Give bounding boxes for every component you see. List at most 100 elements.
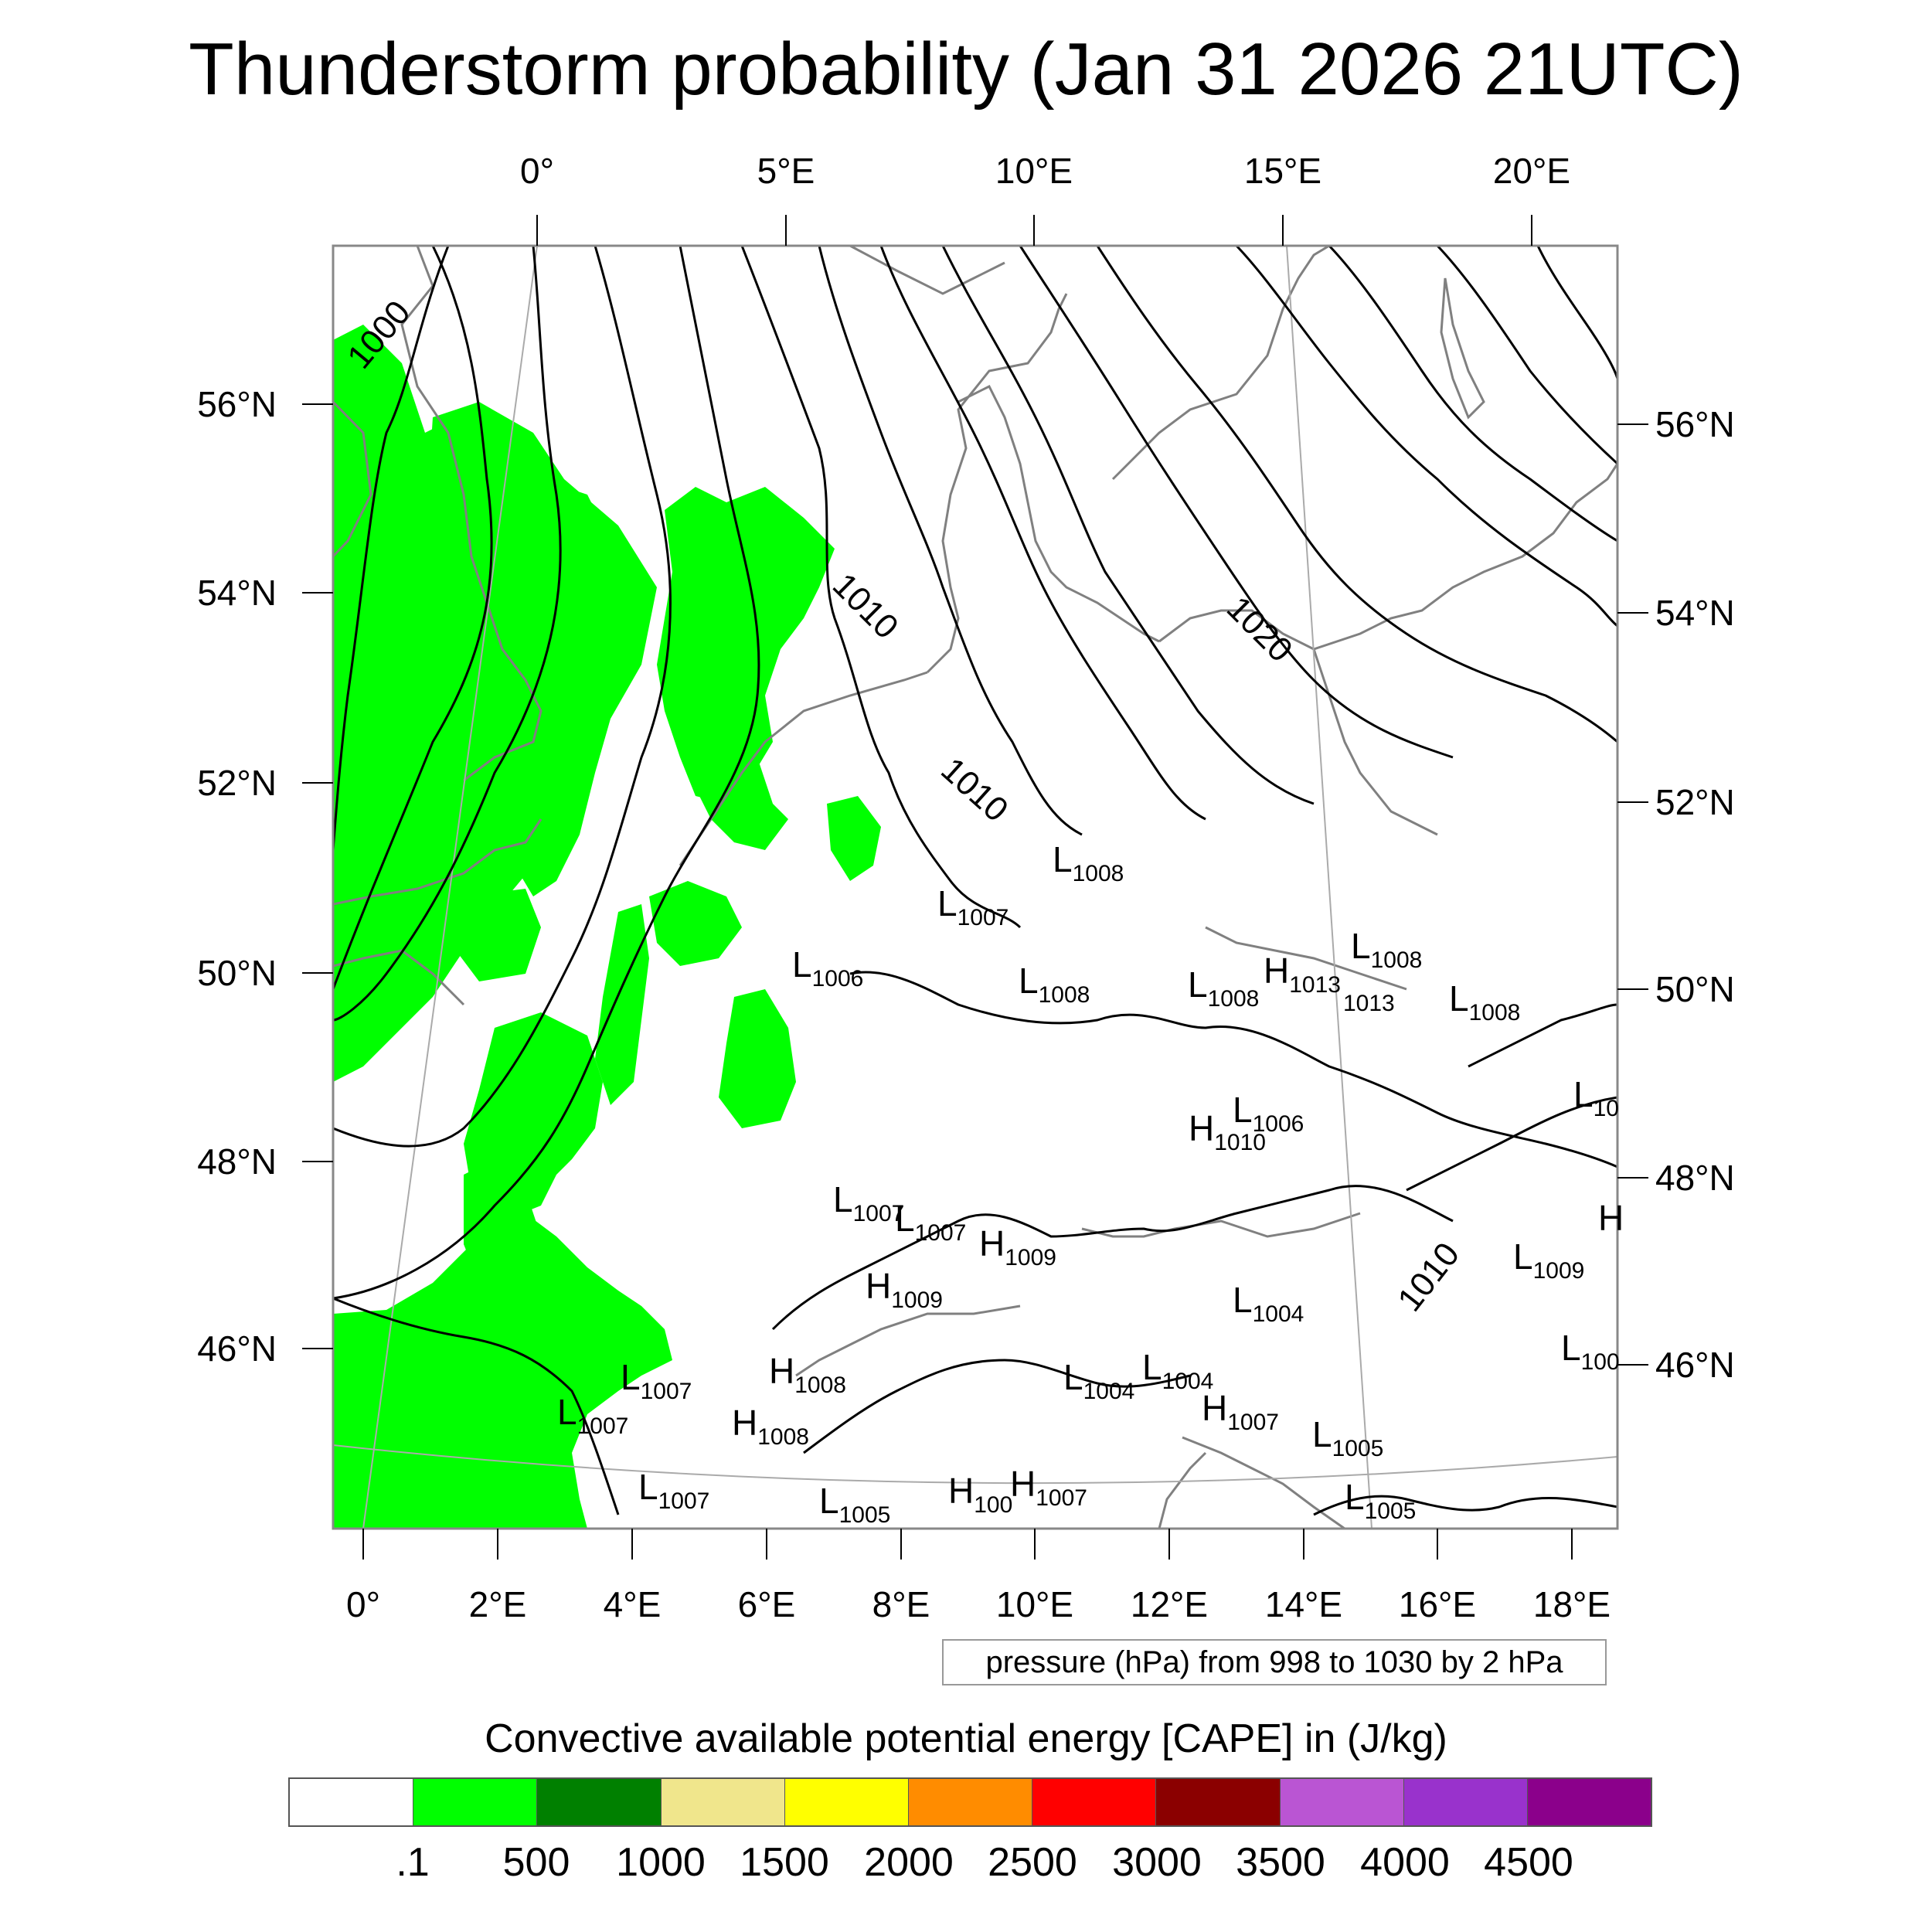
- pressure-value-label: 1013: [1343, 991, 1395, 1016]
- lat-label-left: 46°N: [197, 1328, 277, 1369]
- cape-area-southwest-france: [333, 1213, 672, 1529]
- colorbar: [288, 1777, 1652, 1827]
- high-pressure-center: H: [1598, 1198, 1624, 1238]
- lon-label-bottom: 8°E: [872, 1584, 930, 1624]
- isobar-alps-a: [771, 1185, 1454, 1331]
- cape-area-north-france: [456, 889, 541, 981]
- isobar-west-bottom: [333, 1297, 620, 1515]
- isobar-1018: [1019, 246, 1454, 759]
- isobar-1024: [1328, 246, 1617, 543]
- lon-label-bottom: 16°E: [1399, 1584, 1476, 1624]
- isobar-1026: [1436, 246, 1617, 465]
- colorbar-title: Convective available potential energy [C…: [485, 1716, 1447, 1761]
- high-pressure-center: H1007: [1010, 1464, 1087, 1511]
- colorbar-swatch: [413, 1779, 538, 1825]
- coast-germany-north: [926, 293, 1068, 674]
- border-poland: [1312, 648, 1438, 836]
- border-czech: [1205, 926, 1407, 991]
- high-pressure-center: H100: [948, 1471, 1012, 1518]
- cape-shading: [333, 325, 881, 1529]
- coast-adriatic: [1182, 1436, 1345, 1529]
- lon-label-bottom: 10°E: [996, 1584, 1073, 1624]
- low-pressure-center: L1004: [1063, 1357, 1134, 1404]
- lon-label-top: 0°: [520, 151, 554, 191]
- low-pressure-center: L1007: [833, 1179, 904, 1226]
- map-frame: [332, 244, 1619, 1530]
- isobar-1016: [941, 246, 1315, 805]
- coast-scandinavia-north: [849, 246, 1005, 295]
- low-pressure-center: L1007: [638, 1467, 709, 1514]
- lon-label-bottom: 14°E: [1265, 1584, 1342, 1624]
- isobar-east-loop: [1468, 1003, 1617, 1068]
- lon-label-bottom: 12°E: [1131, 1584, 1208, 1624]
- lon-label-top: 15°E: [1244, 151, 1321, 191]
- lat-label-right: 46°N: [1655, 1345, 1735, 1385]
- lon-label-bottom: 18°E: [1533, 1584, 1611, 1624]
- coast-italy-north: [1158, 1451, 1207, 1529]
- lon-label-top: 20°E: [1493, 151, 1570, 191]
- lat-label-right: 52°N: [1655, 782, 1735, 822]
- low-pressure-center: L10: [1573, 1074, 1619, 1121]
- cape-area-lorraine: [595, 904, 649, 1105]
- coast-netherlands: [679, 671, 928, 866]
- lat-label-left: 50°N: [197, 953, 277, 993]
- colorbar-swatch: [290, 1779, 414, 1825]
- low-pressure-center: L1005: [1345, 1477, 1416, 1524]
- coast-gotland: [1440, 277, 1485, 420]
- lat-label-left: 56°N: [197, 384, 277, 424]
- high-pressure-center: H1010: [1189, 1108, 1266, 1155]
- lon-label-bottom: 4°E: [604, 1584, 662, 1624]
- cape-area-france-east: [719, 989, 796, 1128]
- cape-area-lowcountries: [827, 796, 881, 881]
- isobar-label: 1020: [1219, 589, 1300, 669]
- high-pressure-center: H1008: [732, 1403, 809, 1450]
- low-pressure-center: L1008: [1019, 961, 1090, 1008]
- isobars: [333, 246, 1617, 1516]
- lat-label-right: 54°N: [1655, 593, 1735, 633]
- coast-britain-east: [400, 246, 543, 782]
- low-pressure-center: L1004: [1142, 1347, 1213, 1394]
- low-pressure-center: L100: [1561, 1328, 1620, 1375]
- low-pressure-center: L1009: [1513, 1236, 1584, 1284]
- colorbar-swatch: [908, 1779, 1033, 1825]
- graticule: [333, 246, 1617, 1529]
- isobar-1006: [333, 246, 672, 1148]
- coast-baltic-south: [1158, 463, 1617, 651]
- isobar-label: 1010: [825, 566, 906, 646]
- low-pressure-center: L1004: [1233, 1280, 1304, 1327]
- contour-info-box: pressure (hPa) from 998 to 1030 by 2 hPa: [942, 1639, 1607, 1685]
- isobar-label: 1010: [934, 750, 1015, 829]
- lon-label-bottom: 2°E: [469, 1584, 527, 1624]
- lat-label-right: 48°N: [1655, 1158, 1735, 1198]
- isobar-low-central: [849, 971, 1617, 1168]
- high-pressure-center: H1009: [866, 1266, 943, 1313]
- axis-ticks: [302, 215, 1648, 1560]
- lon-label-bottom: 0°: [346, 1584, 380, 1624]
- colorbar-swatch: [1527, 1779, 1651, 1825]
- coastlines: [333, 246, 1617, 1529]
- high-pressure-center: H1008: [769, 1351, 846, 1398]
- colorbar-swatch: [1280, 1779, 1404, 1825]
- cape-area-pyrenees: [464, 1159, 541, 1283]
- low-pressure-center: L1008: [1053, 839, 1124, 886]
- low-pressure-center: L1007: [937, 883, 1009, 930]
- high-pressure-center: H1013: [1264, 951, 1341, 998]
- lat-label-left: 52°N: [197, 763, 277, 803]
- high-pressure-center: H1007: [1202, 1388, 1279, 1435]
- low-pressure-center: L1006: [1233, 1090, 1304, 1137]
- colorbar-labels: .1 500 1000 1500 2000 2500 3000 3500 400…: [0, 1835, 1932, 1889]
- colorbar-label: 4000: [1360, 1840, 1450, 1885]
- colorbar-swatch: [1032, 1779, 1157, 1825]
- lat-label-right: 50°N: [1655, 969, 1735, 1009]
- colorbar-label: .1: [396, 1840, 430, 1885]
- isobar-1014: [879, 246, 1206, 821]
- map-title: Thunderstorm probability (Jan 31 2026 21…: [189, 28, 1743, 111]
- coast-sweden: [1111, 246, 1330, 481]
- colorbar-swatch: [537, 1779, 662, 1825]
- low-pressure-center: L1008: [1188, 964, 1259, 1012]
- isobar-1020: [1096, 246, 1617, 743]
- low-pressure-center: L1007: [621, 1357, 692, 1404]
- isobar-1004: [333, 246, 562, 1022]
- low-pressure-center: L1005: [819, 1481, 890, 1528]
